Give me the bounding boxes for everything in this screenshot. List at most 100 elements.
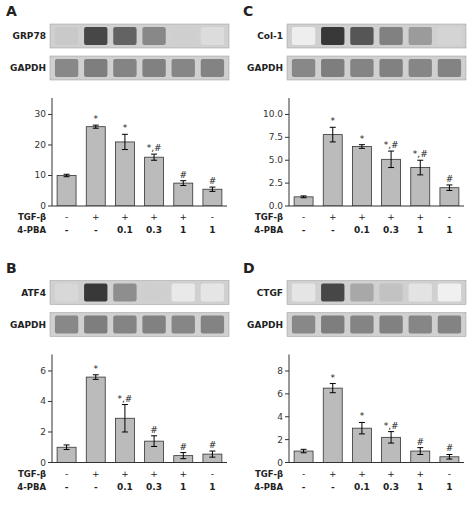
error-cap xyxy=(330,392,336,393)
error-cap xyxy=(180,458,186,459)
blot-strip xyxy=(50,313,229,337)
blot-band xyxy=(409,59,432,77)
annotation: *,# xyxy=(117,394,132,404)
error-cap xyxy=(180,185,186,186)
category-label: - xyxy=(65,482,69,492)
error-cap xyxy=(93,125,99,126)
category-label: - xyxy=(302,469,305,479)
x-axis-line xyxy=(289,462,464,463)
category-label: 0.3 xyxy=(146,482,162,492)
error-stem xyxy=(66,445,67,450)
blot-strip xyxy=(287,56,466,80)
error-cap xyxy=(64,444,70,445)
blot-band xyxy=(438,59,461,77)
error-stem xyxy=(420,160,421,175)
y-tick xyxy=(48,462,52,463)
category-label: 0.3 xyxy=(146,225,162,235)
error-stem xyxy=(303,449,304,452)
error-cap xyxy=(151,446,157,447)
blot-band xyxy=(438,316,461,334)
error-bar xyxy=(446,454,452,459)
error-cap xyxy=(359,422,365,423)
blot-band xyxy=(379,27,402,45)
error-cap xyxy=(93,379,99,380)
annotation: # xyxy=(416,437,424,447)
category-label: + xyxy=(387,212,395,222)
y-tick xyxy=(48,144,52,145)
error-cap xyxy=(122,431,128,432)
blot-band xyxy=(321,27,344,45)
blot-band xyxy=(292,316,315,334)
error-cap xyxy=(330,141,336,142)
blot-label: GAPDH xyxy=(247,63,283,73)
blot-band xyxy=(321,284,344,302)
error-cap xyxy=(209,187,215,188)
y-tick xyxy=(48,114,52,115)
blot-band xyxy=(409,284,432,302)
y-tick-label: 10 xyxy=(35,170,47,180)
category-label: 1 xyxy=(446,225,452,235)
panel: BATF4GAPDH0246**,####TGF-β-++++-4-PBA--0… xyxy=(6,260,229,492)
error-cap xyxy=(330,383,336,384)
y-tick-label: 20 xyxy=(35,140,47,150)
error-cap xyxy=(330,127,336,128)
blot-band xyxy=(142,284,165,302)
blot-band xyxy=(379,316,402,334)
error-stem xyxy=(391,151,392,167)
error-cap xyxy=(417,160,423,161)
blot-band xyxy=(379,284,402,302)
x-axis-line xyxy=(52,462,227,463)
y-tick-label: 10.0 xyxy=(263,109,283,119)
error-stem xyxy=(449,454,450,459)
category-label: - xyxy=(94,482,98,492)
error-cap xyxy=(151,435,157,436)
blot-band xyxy=(55,316,78,334)
category-label: - xyxy=(448,469,451,479)
bar xyxy=(323,388,342,462)
error-bar xyxy=(446,185,452,190)
blot-band xyxy=(292,59,315,77)
error-cap xyxy=(417,447,423,448)
y-axis-line xyxy=(289,355,290,463)
error-bar xyxy=(388,151,394,167)
error-cap xyxy=(64,174,70,175)
blot-band xyxy=(292,27,315,45)
bar xyxy=(352,147,371,206)
y-tick-label: 6 xyxy=(40,366,46,376)
y-tick xyxy=(48,370,52,371)
blot-band xyxy=(55,27,78,45)
bar xyxy=(323,135,342,206)
blot-band xyxy=(201,27,224,45)
bar xyxy=(174,183,193,206)
blot-band xyxy=(292,284,315,302)
error-cap xyxy=(64,449,70,450)
y-tick-label: 8 xyxy=(277,366,283,376)
blot-label: GAPDH xyxy=(247,320,283,330)
error-cap xyxy=(209,451,215,452)
error-bar xyxy=(301,196,307,198)
error-cap xyxy=(301,197,307,198)
error-stem xyxy=(212,187,213,191)
annotation: * xyxy=(360,411,365,421)
error-bar xyxy=(64,445,70,450)
error-cap xyxy=(151,154,157,155)
error-stem xyxy=(391,432,392,443)
blot-band xyxy=(113,59,136,77)
row-label: 4-PBA xyxy=(17,225,46,235)
category-label: + xyxy=(121,469,129,479)
annotation: * xyxy=(360,134,365,144)
blot-band xyxy=(350,59,373,77)
category-label: - xyxy=(65,225,69,235)
category-label: + xyxy=(329,469,337,479)
y-tick xyxy=(285,206,289,207)
blot-band xyxy=(142,59,165,77)
category-label: + xyxy=(329,212,337,222)
y-axis-line xyxy=(52,98,53,206)
error-cap xyxy=(301,449,307,450)
blot-band xyxy=(438,284,461,302)
error-bar xyxy=(93,125,99,128)
error-cap xyxy=(93,128,99,129)
error-cap xyxy=(417,174,423,175)
category-label: 1 xyxy=(180,225,186,235)
row-label: TGF-β xyxy=(18,469,46,479)
